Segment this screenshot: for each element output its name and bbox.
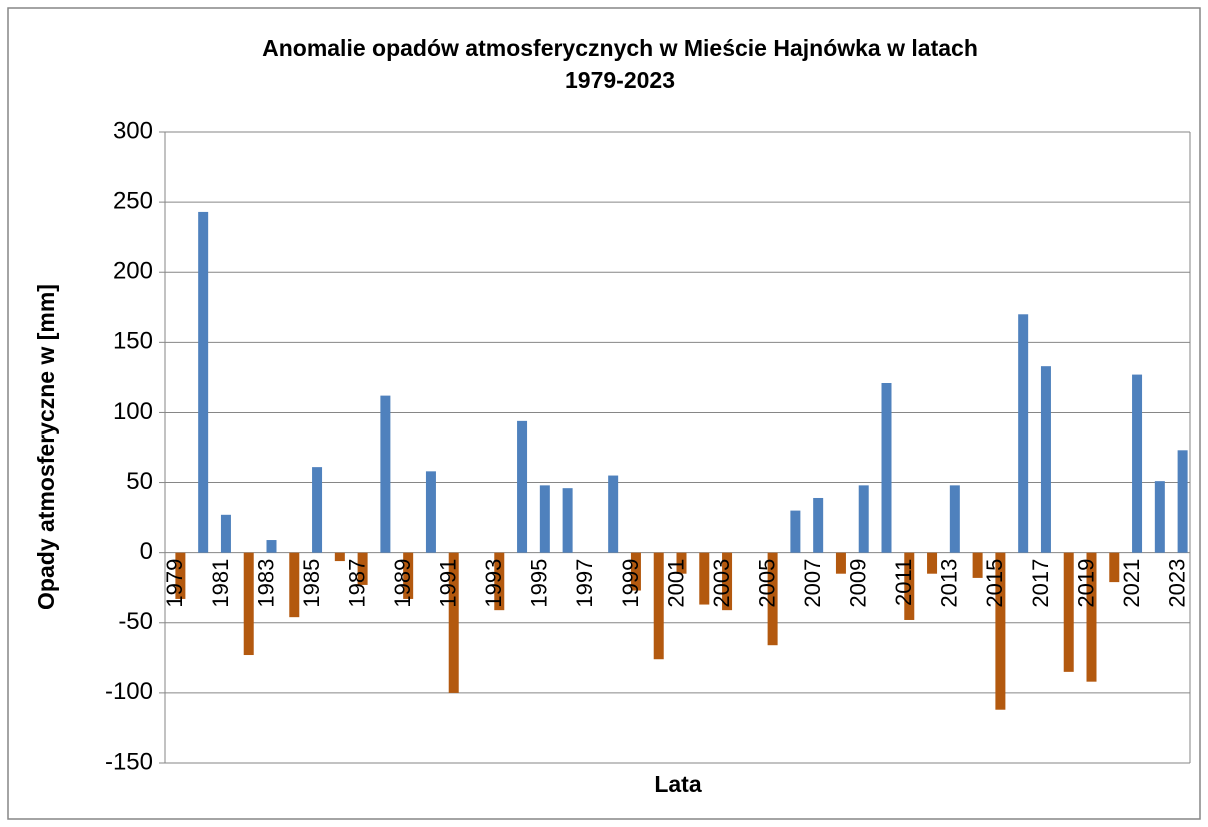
x-tick-label: 2013: [937, 559, 962, 608]
bar: [858, 485, 869, 553]
bar: [334, 552, 345, 562]
y-axis-title: Opady atmosferyczne w [mm]: [33, 284, 59, 610]
y-tick-label: 50: [126, 468, 153, 495]
bar: [767, 552, 778, 646]
bar: [676, 552, 687, 574]
x-tick-label: 2003: [709, 559, 734, 608]
x-tick-label: 1993: [481, 559, 506, 608]
y-tick-label: -50: [118, 608, 153, 635]
y-tick-label: 300: [113, 117, 153, 144]
bar: [1040, 366, 1051, 553]
x-tick-label: 2023: [1164, 559, 1189, 608]
bar: [608, 475, 619, 553]
bar: [266, 540, 277, 553]
y-tick-label: 100: [113, 398, 153, 425]
bar: [380, 395, 391, 553]
bar: [357, 552, 368, 585]
bar: [1132, 374, 1143, 553]
x-tick-label: 1999: [618, 559, 643, 608]
bar: [425, 471, 436, 553]
x-tick-label: 1991: [436, 559, 461, 608]
bar: [175, 552, 186, 599]
bar: [1154, 481, 1165, 553]
bar: [653, 552, 664, 660]
x-tick-label: 1995: [527, 559, 552, 608]
x-tick-label: 1981: [208, 559, 233, 608]
bar: [517, 420, 528, 553]
y-tick-label: 150: [113, 328, 153, 355]
bar: [403, 552, 414, 599]
bar: [198, 211, 209, 553]
bar: [927, 552, 938, 574]
chart-title: 1979-2023: [565, 67, 675, 93]
x-tick-label: 2015: [982, 559, 1007, 608]
x-tick-label: 2017: [1028, 559, 1053, 608]
x-tick-label: 1983: [253, 559, 278, 608]
chart-title: Anomalie opadów atmosferycznych w Mieści…: [262, 35, 978, 61]
bar: [1109, 552, 1120, 583]
bar: [904, 552, 915, 620]
bar: [995, 552, 1006, 710]
bar: [539, 485, 550, 553]
bar: [630, 552, 641, 591]
bar: [1063, 552, 1074, 672]
bar: [1177, 450, 1188, 553]
x-tick-label: 2021: [1119, 559, 1144, 608]
y-tick-label: 0: [140, 538, 153, 565]
bar: [699, 552, 710, 605]
x-tick-label: 1985: [299, 559, 324, 608]
bar: [1018, 314, 1029, 553]
y-tick-label: -150: [105, 748, 153, 775]
bar: [972, 552, 983, 578]
bar: [312, 467, 323, 553]
bar: [243, 552, 254, 656]
bar: [813, 497, 824, 553]
x-tick-label: 2005: [754, 559, 779, 608]
bar: [835, 552, 846, 574]
bar: [949, 485, 960, 553]
y-tick-label: 250: [113, 187, 153, 214]
bar: [881, 382, 892, 553]
x-tick-label: 1979: [162, 559, 187, 608]
bar: [494, 552, 505, 611]
bar: [790, 510, 801, 553]
x-tick-label: 2009: [846, 559, 871, 608]
x-tick-label: 2011: [891, 559, 916, 606]
bar: [562, 488, 573, 553]
y-tick-label: -100: [105, 678, 153, 705]
x-tick-label: 2001: [663, 559, 688, 608]
x-tick-label: 1997: [572, 559, 597, 608]
bar: [722, 552, 733, 611]
bar: [220, 514, 231, 553]
x-tick-label: 1989: [390, 559, 415, 608]
bar: [448, 552, 459, 693]
x-tick-label: 2019: [1073, 559, 1098, 608]
y-tick-label: 200: [113, 258, 153, 285]
x-tick-label: 1987: [344, 559, 369, 608]
x-tick-label: 2007: [800, 559, 825, 608]
x-axis-title: Lata: [654, 771, 702, 797]
bar: [1086, 552, 1097, 682]
bar: [289, 552, 300, 618]
